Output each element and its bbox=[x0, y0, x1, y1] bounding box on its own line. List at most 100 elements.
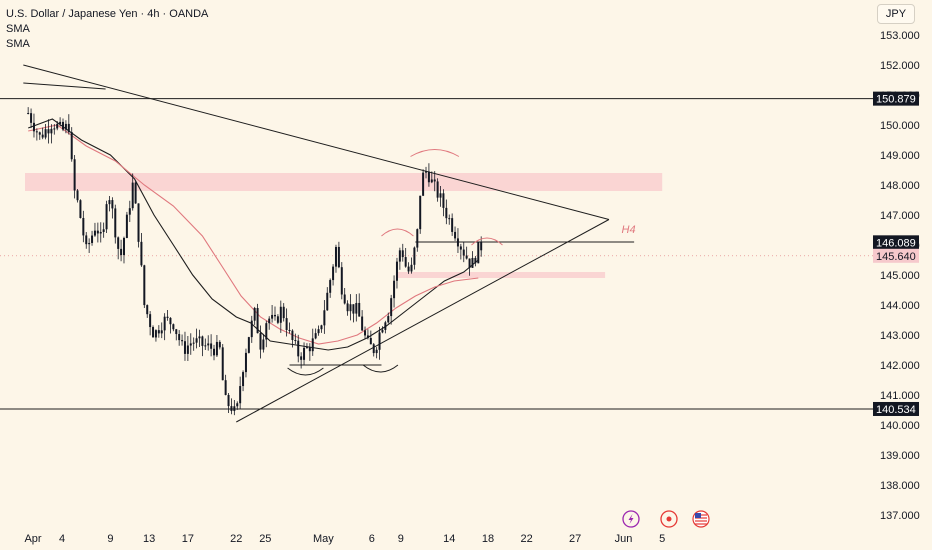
candle-30 bbox=[114, 204, 117, 244]
candle-59 bbox=[198, 329, 201, 348]
candle-54 bbox=[183, 331, 186, 361]
candle-100 bbox=[317, 325, 320, 336]
candle-body bbox=[480, 242, 483, 251]
candle-115 bbox=[361, 310, 364, 332]
horizontal-levels bbox=[0, 98, 873, 410]
candle-3 bbox=[35, 128, 38, 141]
candle-156 bbox=[480, 236, 483, 257]
candle-58 bbox=[195, 328, 198, 349]
candle-1 bbox=[30, 108, 33, 129]
candle-92 bbox=[294, 333, 297, 345]
level-tag-0 bbox=[873, 91, 919, 106]
candle-25 bbox=[99, 222, 102, 243]
candle-90 bbox=[288, 322, 291, 334]
candle-body bbox=[422, 172, 425, 196]
lightning-icon bbox=[622, 510, 640, 528]
chart-title[interactable]: U.S. Dollar / Japanese Yen · 4h · OANDA bbox=[6, 8, 209, 20]
zone-0 bbox=[25, 173, 663, 191]
currency-button[interactable]: JPY bbox=[877, 4, 915, 24]
candle-97 bbox=[308, 343, 311, 361]
event-icons[interactable] bbox=[622, 510, 710, 528]
candle-body bbox=[395, 261, 398, 281]
candle-104 bbox=[329, 278, 332, 298]
candle-body bbox=[35, 131, 38, 133]
candle-121 bbox=[378, 326, 381, 360]
candle-77 bbox=[250, 315, 253, 343]
sma-indicator-1[interactable]: SMA bbox=[6, 23, 30, 35]
candle-body bbox=[163, 316, 166, 331]
price-axis[interactable]: 153.000152.000151.000150.000149.000148.0… bbox=[880, 30, 920, 522]
sma-line-2 bbox=[28, 124, 479, 345]
x-tick-label: 17 bbox=[182, 533, 194, 545]
candle-body bbox=[323, 310, 326, 326]
candle-body bbox=[186, 345, 189, 354]
candle-5 bbox=[41, 127, 44, 140]
candle-137 bbox=[425, 166, 428, 179]
trendline-0 bbox=[23, 64, 610, 220]
candle-body bbox=[439, 193, 442, 198]
candle-body bbox=[64, 123, 67, 130]
candle-110 bbox=[346, 300, 349, 316]
candle-143 bbox=[442, 189, 445, 217]
candle-body bbox=[477, 242, 480, 264]
candle-106 bbox=[334, 244, 337, 273]
candle-153 bbox=[471, 251, 474, 268]
candle-body bbox=[416, 229, 419, 248]
candle-body bbox=[334, 246, 337, 267]
candle-body bbox=[276, 316, 279, 323]
candle-body bbox=[50, 128, 53, 134]
candle-body bbox=[442, 193, 445, 208]
candle-body bbox=[285, 318, 288, 330]
pattern-arc-0 bbox=[410, 149, 460, 157]
candle-47 bbox=[163, 313, 166, 341]
candle-82 bbox=[265, 320, 268, 348]
candle-150 bbox=[462, 241, 465, 263]
y-tick-label: 138.000 bbox=[880, 480, 920, 492]
candle-93 bbox=[297, 334, 300, 363]
candle-body bbox=[215, 341, 218, 356]
candle-130 bbox=[404, 247, 407, 268]
candle-body bbox=[233, 406, 236, 412]
candle-body bbox=[117, 237, 120, 249]
candle-83 bbox=[268, 316, 271, 330]
candle-body bbox=[32, 122, 35, 132]
candle-65 bbox=[215, 335, 218, 357]
candle-48 bbox=[166, 310, 169, 321]
candle-34 bbox=[125, 211, 128, 239]
candle-136 bbox=[422, 169, 425, 197]
x-tick-label: 4 bbox=[59, 533, 65, 545]
supply-demand-zones bbox=[25, 173, 663, 278]
candle-body bbox=[67, 123, 70, 133]
candle-17 bbox=[76, 189, 79, 203]
time-axis[interactable]: Apr 4 9 13 17 22 25 May 6 9 14 18 22 27 Jun 5 bbox=[24, 533, 665, 545]
candle-body bbox=[474, 257, 477, 264]
candle-body bbox=[378, 332, 381, 350]
candle-6 bbox=[44, 124, 47, 140]
y-tick-label: 143.000 bbox=[880, 330, 920, 342]
candle-117 bbox=[366, 329, 369, 340]
candle-140 bbox=[433, 171, 436, 192]
trendline-1 bbox=[236, 219, 610, 423]
trendlines bbox=[23, 64, 635, 423]
candle-body bbox=[253, 307, 256, 321]
candle-42 bbox=[149, 311, 152, 336]
candle-body bbox=[451, 218, 454, 232]
candle-body bbox=[218, 341, 221, 348]
candle-body bbox=[256, 307, 259, 334]
x-tick-label: Apr bbox=[24, 533, 41, 545]
candle-135 bbox=[419, 195, 422, 234]
candle-71 bbox=[233, 399, 236, 416]
candle-body bbox=[268, 318, 271, 324]
candle-63 bbox=[210, 334, 213, 357]
pattern-arc-2 bbox=[471, 237, 503, 246]
price-tag-label-1: 145.640 bbox=[876, 251, 916, 263]
candle-body bbox=[343, 294, 346, 304]
candle-129 bbox=[401, 243, 404, 262]
candle-2 bbox=[32, 113, 35, 138]
candle-26 bbox=[102, 222, 105, 238]
candle-88 bbox=[282, 303, 285, 322]
sma-indicator-2[interactable]: SMA bbox=[6, 38, 30, 50]
candle-body bbox=[91, 235, 94, 243]
candle-116 bbox=[364, 326, 367, 339]
